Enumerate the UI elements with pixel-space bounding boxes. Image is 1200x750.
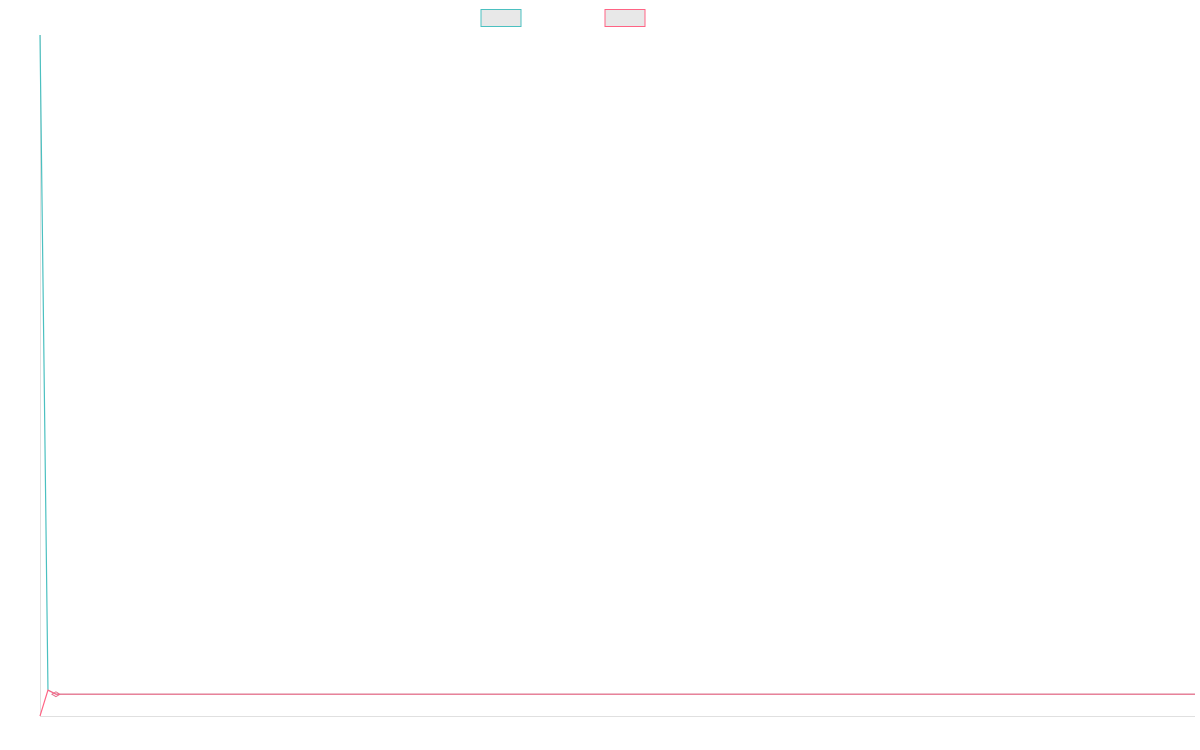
series-line — [39, 34, 1195, 695]
point — [51, 691, 61, 698]
legend-swatch — [604, 9, 646, 27]
series-line — [39, 689, 1195, 717]
plot-area — [39, 34, 1195, 717]
legend — [480, 9, 646, 27]
legend-swatch — [480, 9, 522, 27]
